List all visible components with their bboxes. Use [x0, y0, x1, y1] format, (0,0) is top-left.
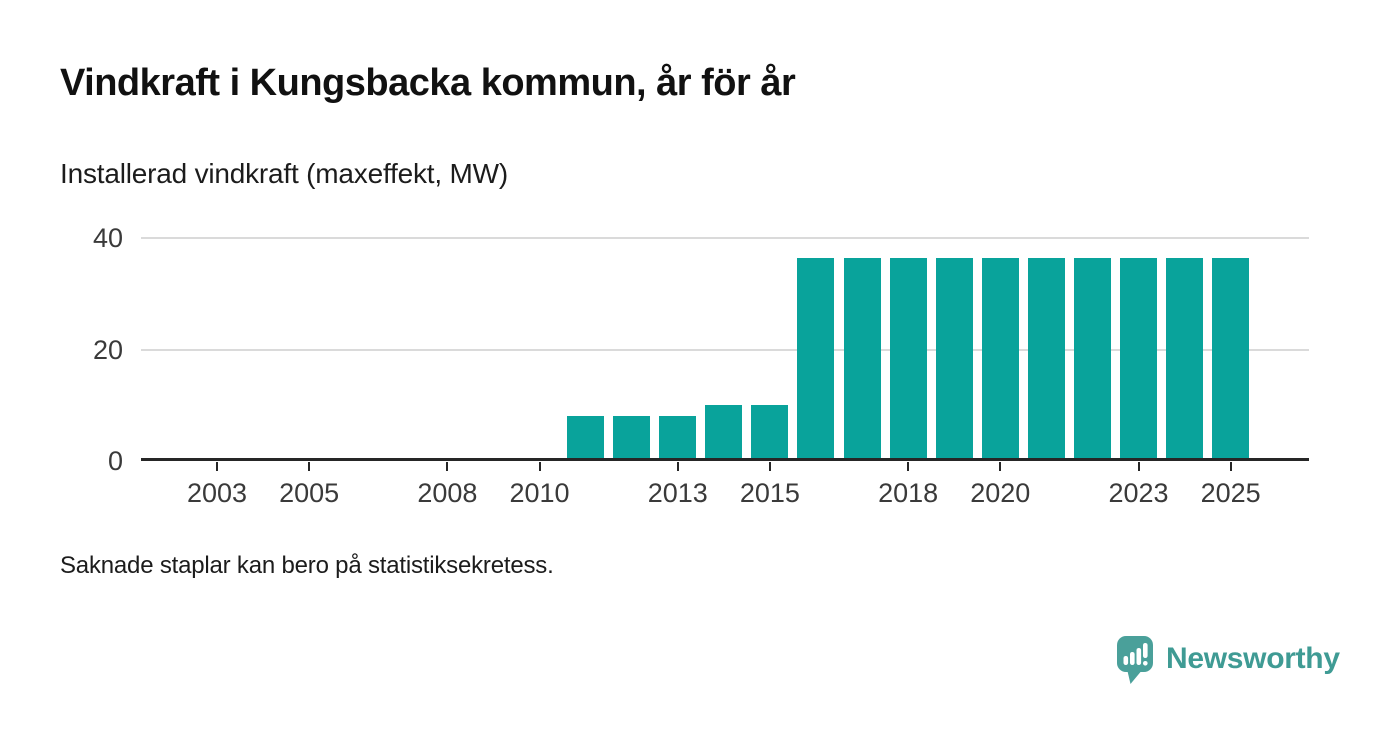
bar-2015 [751, 405, 789, 461]
newsworthy-logo-icon [1117, 636, 1153, 684]
bar-2021 [1027, 257, 1065, 461]
bar-2013 [659, 416, 697, 461]
x-tick-label-2005: 2005 [279, 478, 340, 508]
x-tick-mark-2013 [676, 462, 679, 471]
bar-2017 [843, 257, 881, 461]
newsworthy-logo-text: Newsworthy [1166, 642, 1340, 675]
bar-2012 [613, 416, 651, 461]
x-tick-mark-2020 [999, 462, 1002, 471]
chart-subtitle: Installerad vindkraft (maxeffekt, MW) [60, 158, 508, 189]
bar-2025 [1212, 257, 1250, 461]
bar-2011 [567, 416, 605, 461]
x-tick-label-2010: 2010 [509, 478, 570, 508]
x-tick-label-2008: 2008 [417, 478, 478, 508]
x-tick-label-2018: 2018 [878, 478, 939, 508]
x-tick-mark-2010 [538, 462, 541, 471]
bar-2022 [1073, 257, 1111, 461]
newsworthy-logo: Newsworthy [1117, 636, 1340, 688]
bar-2020 [981, 257, 1019, 461]
y-tick-label-0: 0 [107, 446, 123, 476]
bar-2019 [935, 257, 973, 461]
x-tick-label-2025: 2025 [1200, 478, 1261, 508]
chart-footnote: Saknade staplar kan bero på statistiksek… [60, 552, 554, 579]
bar-2018 [889, 257, 927, 461]
bar-2024 [1166, 257, 1204, 461]
x-tick-mark-2008 [446, 462, 449, 471]
bar-2023 [1120, 257, 1158, 461]
x-tick-mark-2025 [1229, 462, 1232, 471]
y-tick-label-40: 40 [92, 223, 123, 253]
y-tick-label-20: 20 [92, 334, 123, 365]
gridline-40 [141, 237, 1309, 239]
bar-2014 [705, 405, 743, 461]
bar-chart-plot-area: 0 20 40 2003 2005 2008 2010 2013 2015 2018 2020 202… [93, 223, 1309, 508]
x-tick-mark-2015 [768, 462, 771, 471]
x-tick-mark-2003 [216, 462, 219, 471]
x-tick-label-2003: 2003 [186, 478, 248, 508]
x-tick-mark-2005 [308, 462, 311, 471]
page-title: Vindkraft i Kungsbacka kommun, år för år [60, 62, 796, 104]
gridline-20 [141, 348, 1309, 351]
bar-2016 [797, 257, 835, 461]
x-tick-label-2020: 2020 [970, 478, 1031, 508]
x-tick-mark-2023 [1137, 462, 1140, 471]
x-tick-mark-2018 [907, 462, 910, 471]
x-tick-label-2013: 2013 [647, 478, 708, 508]
x-axis-line [141, 458, 1309, 461]
x-tick-label-2023: 2023 [1108, 478, 1169, 508]
x-tick-label-2015: 2015 [739, 478, 800, 508]
